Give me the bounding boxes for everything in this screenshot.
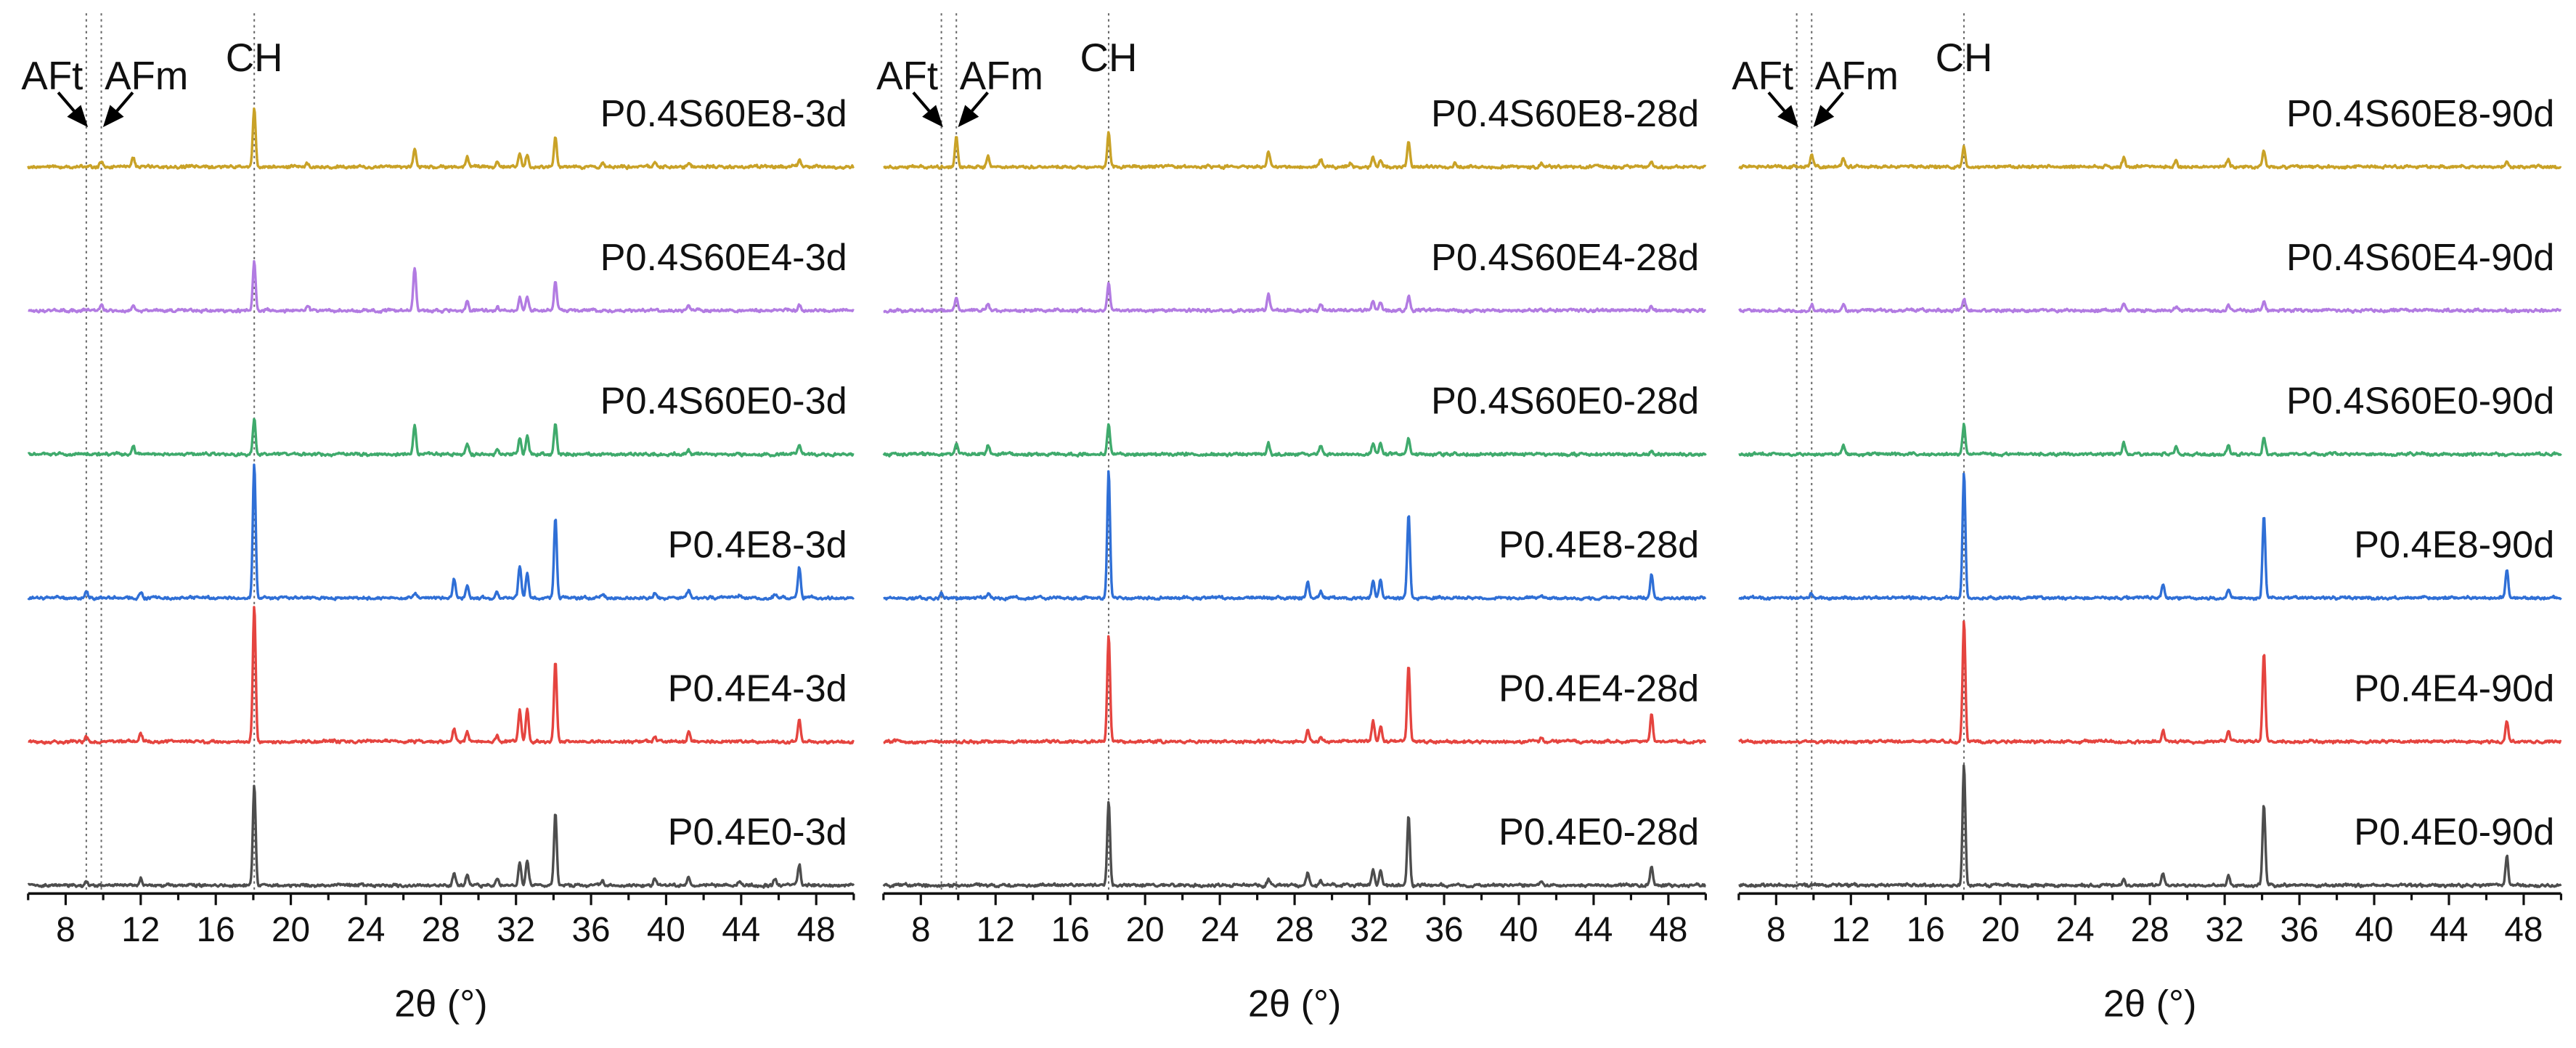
series-label-p0-4e4-3d: P0.4E4-3d [668,667,847,710]
annotation-aft: AFt [21,54,83,98]
annotation-ch: CH [1936,36,1993,80]
x-tick-label: 28 [2131,911,2169,949]
series-label-p0-4s60e8-90d: P0.4S60E8-90d [2286,93,2554,135]
x-tick-label: 16 [197,911,235,949]
x-tick-label: 16 [1907,911,1945,949]
trace-p0-4s60e4-90d [1738,297,2562,314]
x-tick-label: 12 [977,911,1015,949]
trace-p0-4e8-28d [883,470,1707,602]
annotation-afm: AFm [960,54,1043,98]
x-tick-label: 24 [1201,911,1239,949]
x-tick-label: 36 [572,911,611,949]
aft-arrow-head [67,105,89,128]
afm-arrow-shaft [971,92,989,113]
annotation-aft: AFt [876,54,938,98]
trace-p0-4s60e4-28d [883,282,1707,314]
x-tick-label: 20 [1126,911,1165,949]
afm-arrow-shaft [1826,92,1845,113]
x-tick-label: 48 [797,911,836,949]
trace-p0-4e8-3d [27,463,855,601]
trace-p0-4e4-90d [1738,620,2562,745]
x-tick-label: 40 [647,911,685,949]
x-tick-label: 40 [1499,911,1538,949]
trace-p0-4e0-3d [27,784,855,889]
panel-2: AFt AFm CH P0.4S60E8-28d P0.4S60E4-28d P0.4S6… [876,13,1707,1025]
x-tick-label: 8 [56,911,76,949]
x-tick-label: 36 [1424,911,1463,949]
trace-p0-4s60e8-90d [1738,145,2562,170]
series-label-p0-4e8-90d: P0.4E8-90d [2354,524,2554,566]
series-label-p0-4e0-3d: P0.4E0-3d [668,811,847,853]
series-label-p0-4e0-90d: P0.4E0-90d [2354,811,2554,853]
afm-arrow-shaft [115,92,134,113]
series-label-p0-4s60e8-3d: P0.4S60E8-3d [600,93,847,135]
trace-p0-4e0-90d [1738,764,2562,889]
x-tick-label: 12 [1832,911,1870,949]
series-label-p0-4s60e0-28d: P0.4S60E0-28d [1431,381,1699,423]
annotation-afm: AFm [1815,54,1899,98]
x-tick-label: 32 [2206,911,2244,949]
series-label-p0-4s60e8-28d: P0.4S60E8-28d [1431,93,1699,135]
trace-p0-4s60e8-28d [883,131,1707,171]
x-tick-label: 48 [1649,911,1687,949]
trace-p0-4s60e0-28d [882,423,1707,458]
x-tick-label: 20 [1981,911,2020,949]
x-tick-label: 12 [121,911,160,949]
panel-3: AFt AFm CH P0.4S60E8-90d P0.4S60E4-90d P0.4S6… [1732,13,2563,1025]
trace-p0-4e0-28d [882,801,1707,889]
x-tick-label: 28 [422,911,460,949]
aft-arrow-shaft [912,92,931,113]
series-label-p0-4s60e0-3d: P0.4S60E0-3d [600,381,847,423]
x-axis-title: 2θ (°) [2103,983,2196,1025]
x-tick-label: 16 [1051,911,1090,949]
afm-arrow-head [1813,105,1835,128]
x-tick-label: 8 [911,911,931,949]
x-tick-label: 36 [2281,911,2319,949]
aft-arrow-head [922,105,943,128]
aft-arrow-head [1777,105,1798,128]
trace-p0-4e4-3d [28,606,855,745]
series-label-p0-4e8-3d: P0.4E8-3d [668,524,847,566]
x-axis-title: 2θ (°) [1248,983,1341,1025]
series-label-p0-4s60e0-90d: P0.4S60E0-90d [2286,381,2554,423]
x-tick-label: 8 [1766,911,1786,949]
series-label-p0-4e0-28d: P0.4E0-28d [1499,811,1699,853]
annotation-aft: AFt [1732,54,1793,98]
x-tick-label: 44 [722,911,760,949]
series-label-p0-4e4-90d: P0.4E4-90d [2354,667,2554,710]
annotation-ch: CH [226,36,283,80]
x-tick-label: 44 [2429,911,2468,949]
x-tick-label: 20 [272,911,310,949]
series-label-p0-4s60e4-28d: P0.4S60E4-28d [1431,237,1699,279]
x-axis-title: 2θ (°) [394,983,487,1025]
aft-arrow-shaft [57,92,76,113]
x-tick-label: 32 [497,911,535,949]
trace-p0-4s60e4-3d [28,259,855,314]
x-tick-label: 24 [346,911,385,949]
annotation-ch: CH [1080,36,1138,80]
x-tick-label: 32 [1350,911,1388,949]
x-tick-label: 24 [2056,911,2095,949]
annotation-afm: AFm [105,54,188,98]
x-tick-label: 44 [1574,911,1613,949]
series-label-p0-4s60e4-90d: P0.4S60E4-90d [2286,237,2554,279]
trace-p0-4s60e8-3d [27,107,855,171]
afm-arrow-head [958,105,979,128]
series-label-p0-4e8-28d: P0.4E8-28d [1499,524,1699,566]
series-label-p0-4e4-28d: P0.4E4-28d [1499,667,1699,710]
x-tick-label: 28 [1276,911,1314,949]
aft-arrow-shaft [1767,92,1786,113]
trace-p0-4s60e0-90d [1738,423,2562,458]
trace-p0-4s60e0-3d [27,418,855,458]
x-tick-label: 40 [2355,911,2393,949]
x-tick-label: 48 [2504,911,2543,949]
afm-arrow-head [102,105,124,128]
panel-1: AFt AFm CH P0.4S60E8-3d P0.4S60E4-3d P0.4S60E… [21,13,855,1025]
series-label-p0-4s60e4-3d: P0.4S60E4-3d [600,237,847,279]
trace-p0-4e8-90d [1738,472,2562,601]
trace-p0-4e4-28d [883,635,1707,745]
